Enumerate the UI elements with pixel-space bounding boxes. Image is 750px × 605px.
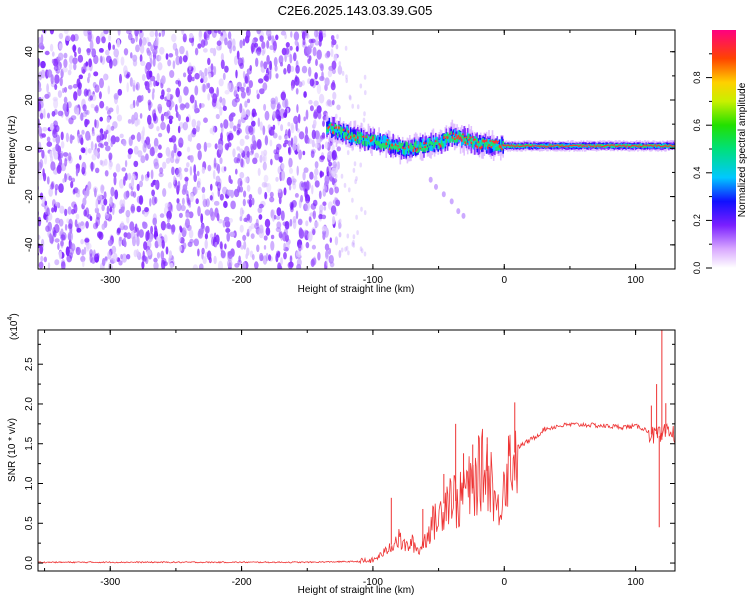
spectrogram-x-tick-label: -300 [100,275,120,286]
snr-y-label: SNR (10 * v/v) [7,418,18,482]
spectrogram-x-label: Height of straight line (km) [298,284,415,295]
colorbar-tick-label: 0.6 [692,119,702,132]
snr-y-tick-label: 2.0 [24,397,35,411]
snr-y-tick-label: 1.5 [24,436,35,450]
ridge-layer-5 [327,123,675,153]
spectrogram-x-tick-label: 100 [627,275,644,286]
spectrogram-y-label: Frequency (Hz) [7,116,18,185]
signal-ridge [326,112,675,165]
ridge-layer-4 [326,122,675,155]
spectrogram-y-axis: -40 -20 0 20 40 [24,46,675,270]
snr-y-tick-label: 2.5 [24,357,35,371]
colorbar-tick-label: 0.2 [692,214,702,227]
colorbar-tick-label: 0.4 [692,167,702,180]
spectrogram-y-tick-label: 20 [24,94,35,106]
snr-scale-exponent: 4 [7,317,14,321]
spectrogram-y-tick-label: -40 [24,237,35,252]
colorbar-gradient [712,30,736,268]
snr-x-label: Height of straight line (km) [298,585,415,596]
snr-x-tick-label: -200 [232,577,252,588]
noise-speckles [38,30,367,269]
snr-x-tick-label: 100 [627,577,644,588]
spectrogram-y-tick-label: -20 [24,189,35,204]
snr-frame [37,329,676,572]
snr-panel: -300 -200 -100 0 100 0.0 0.5 1.0 1.5 2.0 2.5 Heig… [7,313,676,596]
spectrogram-x-axis: -300 -200 -100 0 100 [44,30,644,286]
snr-spikes [390,330,667,545]
spectrogram-plot-area [38,30,675,269]
figure-title: C2E6.2025.143.03.39.G05 [278,3,433,18]
snr-x-axis: -300 -200 -100 0 100 [44,330,644,588]
snr-x-tick-label: 0 [501,577,507,588]
snr-y-tick-label: 0.5 [24,516,35,530]
spectrogram-frame [37,29,676,270]
spectrogram-x-tick-label: -200 [232,275,252,286]
spectrogram-y-tick-label: 0 [24,145,35,151]
snr-y-axis: 0.0 0.5 1.0 1.5 2.0 2.5 [24,343,675,570]
spectrogram-x-tick-label: -100 [363,275,383,286]
snr-y-tick-label: 1.0 [24,476,35,490]
spectrogram-x-tick-label: 0 [501,275,507,286]
spectrogram-y-tick-label: 40 [24,46,35,58]
snr-y-tick-label: 0.0 [24,556,35,570]
colorbar: 0.0 0.2 0.4 0.6 0.8 Normalized spectral ampl… [692,30,748,274]
snr-scale-factor: (x104) [7,313,20,340]
snr-x-tick-label: -300 [100,577,120,588]
colorbar-tick-label: 0.8 [692,71,702,84]
snr-x-tick-label: -100 [363,577,383,588]
snr-scale-base: (x104) [7,313,20,340]
signal-tail [428,176,466,219]
snr-plot-area [38,330,675,565]
snr-line [38,421,675,565]
colorbar-ticks: 0.0 0.2 0.4 0.6 0.8 [692,53,712,275]
colorbar-tick-label: 0.0 [692,262,702,275]
colorbar-label: Normalized spectral amplitude [737,82,748,217]
